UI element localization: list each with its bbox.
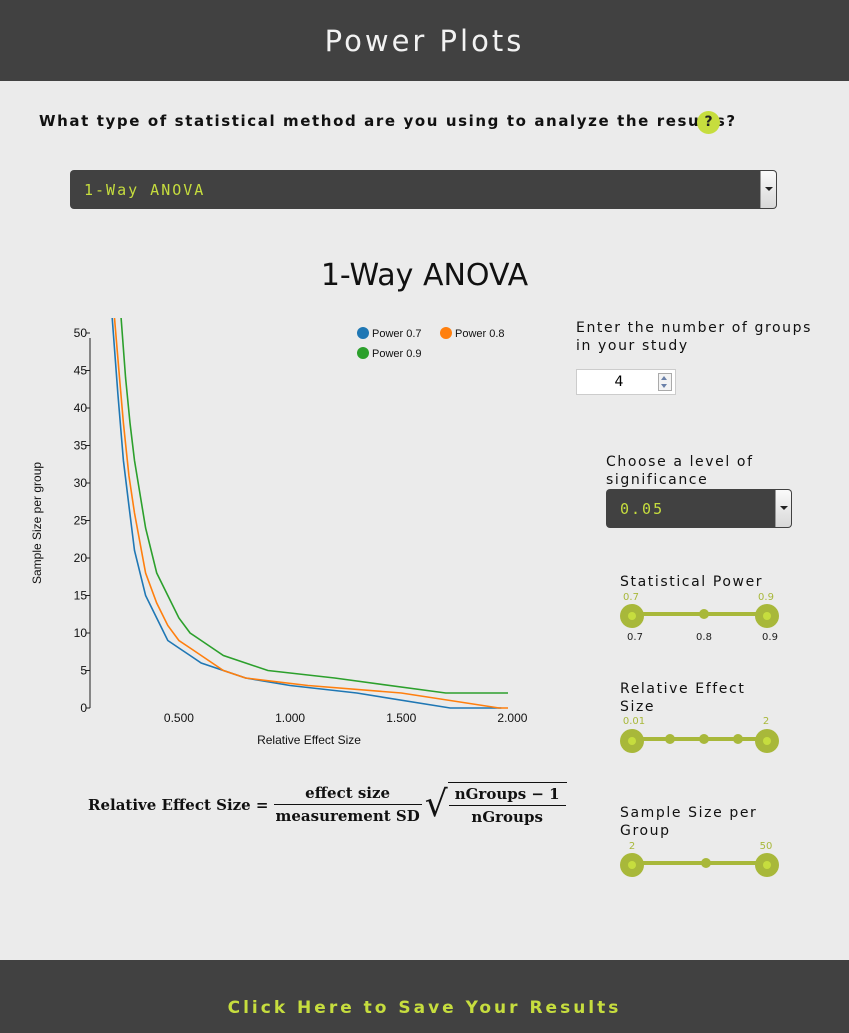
footer-bar: Click Here to Save Your Results (0, 960, 849, 1033)
effect-size-formula: Relative Effect Size = effect size measu… (87, 782, 567, 827)
method-select-dropdown-button[interactable] (760, 171, 776, 208)
y-tick-label: 0 (80, 701, 87, 715)
effect-max-label: 2 (762, 716, 770, 727)
x-tick-label: 1.000 (275, 711, 305, 725)
power-chart: 0 5 10 15 20 25 30 35 40 45 50 0.500 1.000 1.500 2.000… (30, 318, 528, 747)
power-min-label: 0.7 (623, 592, 639, 603)
formula-lhs: Relative Effect Size (88, 795, 251, 814)
sample-size-label: Sample Size per Group (620, 805, 758, 839)
groups-input-value: 4 (614, 374, 624, 390)
series-line (113, 318, 508, 709)
method-select[interactable]: 1-Way ANOVA (70, 170, 777, 209)
y-tick-label: 35 (74, 439, 88, 453)
stepper-down-icon[interactable] (661, 384, 667, 388)
chevron-down-icon (765, 187, 773, 191)
x-axis-label: Relative Effect Size (257, 733, 361, 747)
y-tick-label: 45 (74, 364, 88, 378)
significance-label: Choose a level of significance (606, 454, 754, 488)
effect-min-handle[interactable] (620, 729, 644, 753)
y-tick-label: 30 (74, 476, 88, 490)
formula-numerator: effect size (305, 784, 391, 803)
sqrt-symbol: √ (424, 783, 448, 825)
sample-slider-tick (701, 858, 711, 868)
y-tick-label: 40 (74, 401, 88, 415)
chart-lines (111, 318, 508, 709)
sample-min-handle[interactable] (620, 853, 644, 877)
page-title: Power Plots (324, 24, 525, 58)
series-line (120, 318, 508, 694)
formula-denominator: measurement SD (275, 807, 420, 826)
x-tick-label: 0.500 (164, 711, 194, 725)
formula-root-numerator: nGroups − 1 (454, 785, 560, 803)
help-button[interactable]: ? (697, 111, 720, 134)
y-tick-label: 5 (80, 664, 87, 678)
formula-root-denominator: nGroups (471, 808, 543, 826)
y-tick-label: 20 (74, 551, 88, 565)
sample-max-label: 50 (759, 841, 773, 852)
effect-max-handle[interactable] (755, 729, 779, 753)
sample-min-label: 2 (628, 841, 636, 852)
y-axis-label: Sample Size per group (30, 462, 44, 584)
power-axis-label: 0.8 (696, 632, 712, 643)
significance-select[interactable]: 0.05 (606, 489, 792, 528)
effect-slider-tick (733, 734, 743, 744)
sample-max-handle[interactable] (755, 853, 779, 877)
legend-label: Power 0.9 (372, 348, 422, 360)
x-tick-label: 1.500 (386, 711, 416, 725)
y-tick-label: 50 (74, 326, 88, 340)
significance-dropdown-button[interactable] (775, 490, 791, 527)
y-tick-label: 25 (74, 514, 88, 528)
chart-axes: 0 5 10 15 20 25 30 35 40 45 50 0.500 1.000 1.500 2.000 (74, 326, 528, 725)
power-max-label: 0.9 (758, 592, 774, 603)
chart-legend: Power 0.7 Power 0.8 Power 0.9 (357, 327, 505, 360)
groups-label: Enter the number of groups in your study (576, 320, 813, 354)
legend-label: Power 0.7 (372, 328, 422, 340)
method-select-value: 1-Way ANOVA (84, 181, 206, 199)
legend-swatch (357, 327, 369, 339)
power-axis-label: 0.7 (627, 632, 643, 643)
stepper-up-icon[interactable] (661, 376, 667, 380)
chevron-down-icon (780, 506, 788, 510)
header-bar: Power Plots (0, 0, 849, 81)
legend-label: Power 0.8 (455, 328, 505, 340)
effect-min-label: 0.01 (622, 716, 646, 727)
power-label: Statistical Power (620, 574, 764, 590)
x-tick-label: 2.000 (497, 711, 527, 725)
power-min-handle[interactable] (620, 604, 644, 628)
power-max-handle[interactable] (755, 604, 779, 628)
effect-size-label: Relative Effect Size (620, 681, 746, 715)
series-line (111, 318, 502, 709)
power-slider-tick (699, 609, 709, 619)
groups-input[interactable]: 4 (576, 369, 676, 395)
legend-swatch (440, 327, 452, 339)
legend-swatch (357, 347, 369, 359)
y-tick-label: 15 (74, 589, 88, 603)
effect-slider-tick (699, 734, 709, 744)
power-axis-label: 0.9 (762, 632, 778, 643)
groups-stepper[interactable] (658, 373, 672, 391)
significance-select-value: 0.05 (620, 500, 665, 518)
method-question: What type of statistical method are you … (39, 112, 737, 130)
effect-slider-tick (665, 734, 675, 744)
y-tick-label: 10 (74, 626, 88, 640)
sample-slider-track[interactable] (632, 861, 767, 865)
save-results-button[interactable]: Click Here to Save Your Results (227, 998, 622, 1018)
section-title: 1-Way ANOVA (320, 258, 529, 293)
